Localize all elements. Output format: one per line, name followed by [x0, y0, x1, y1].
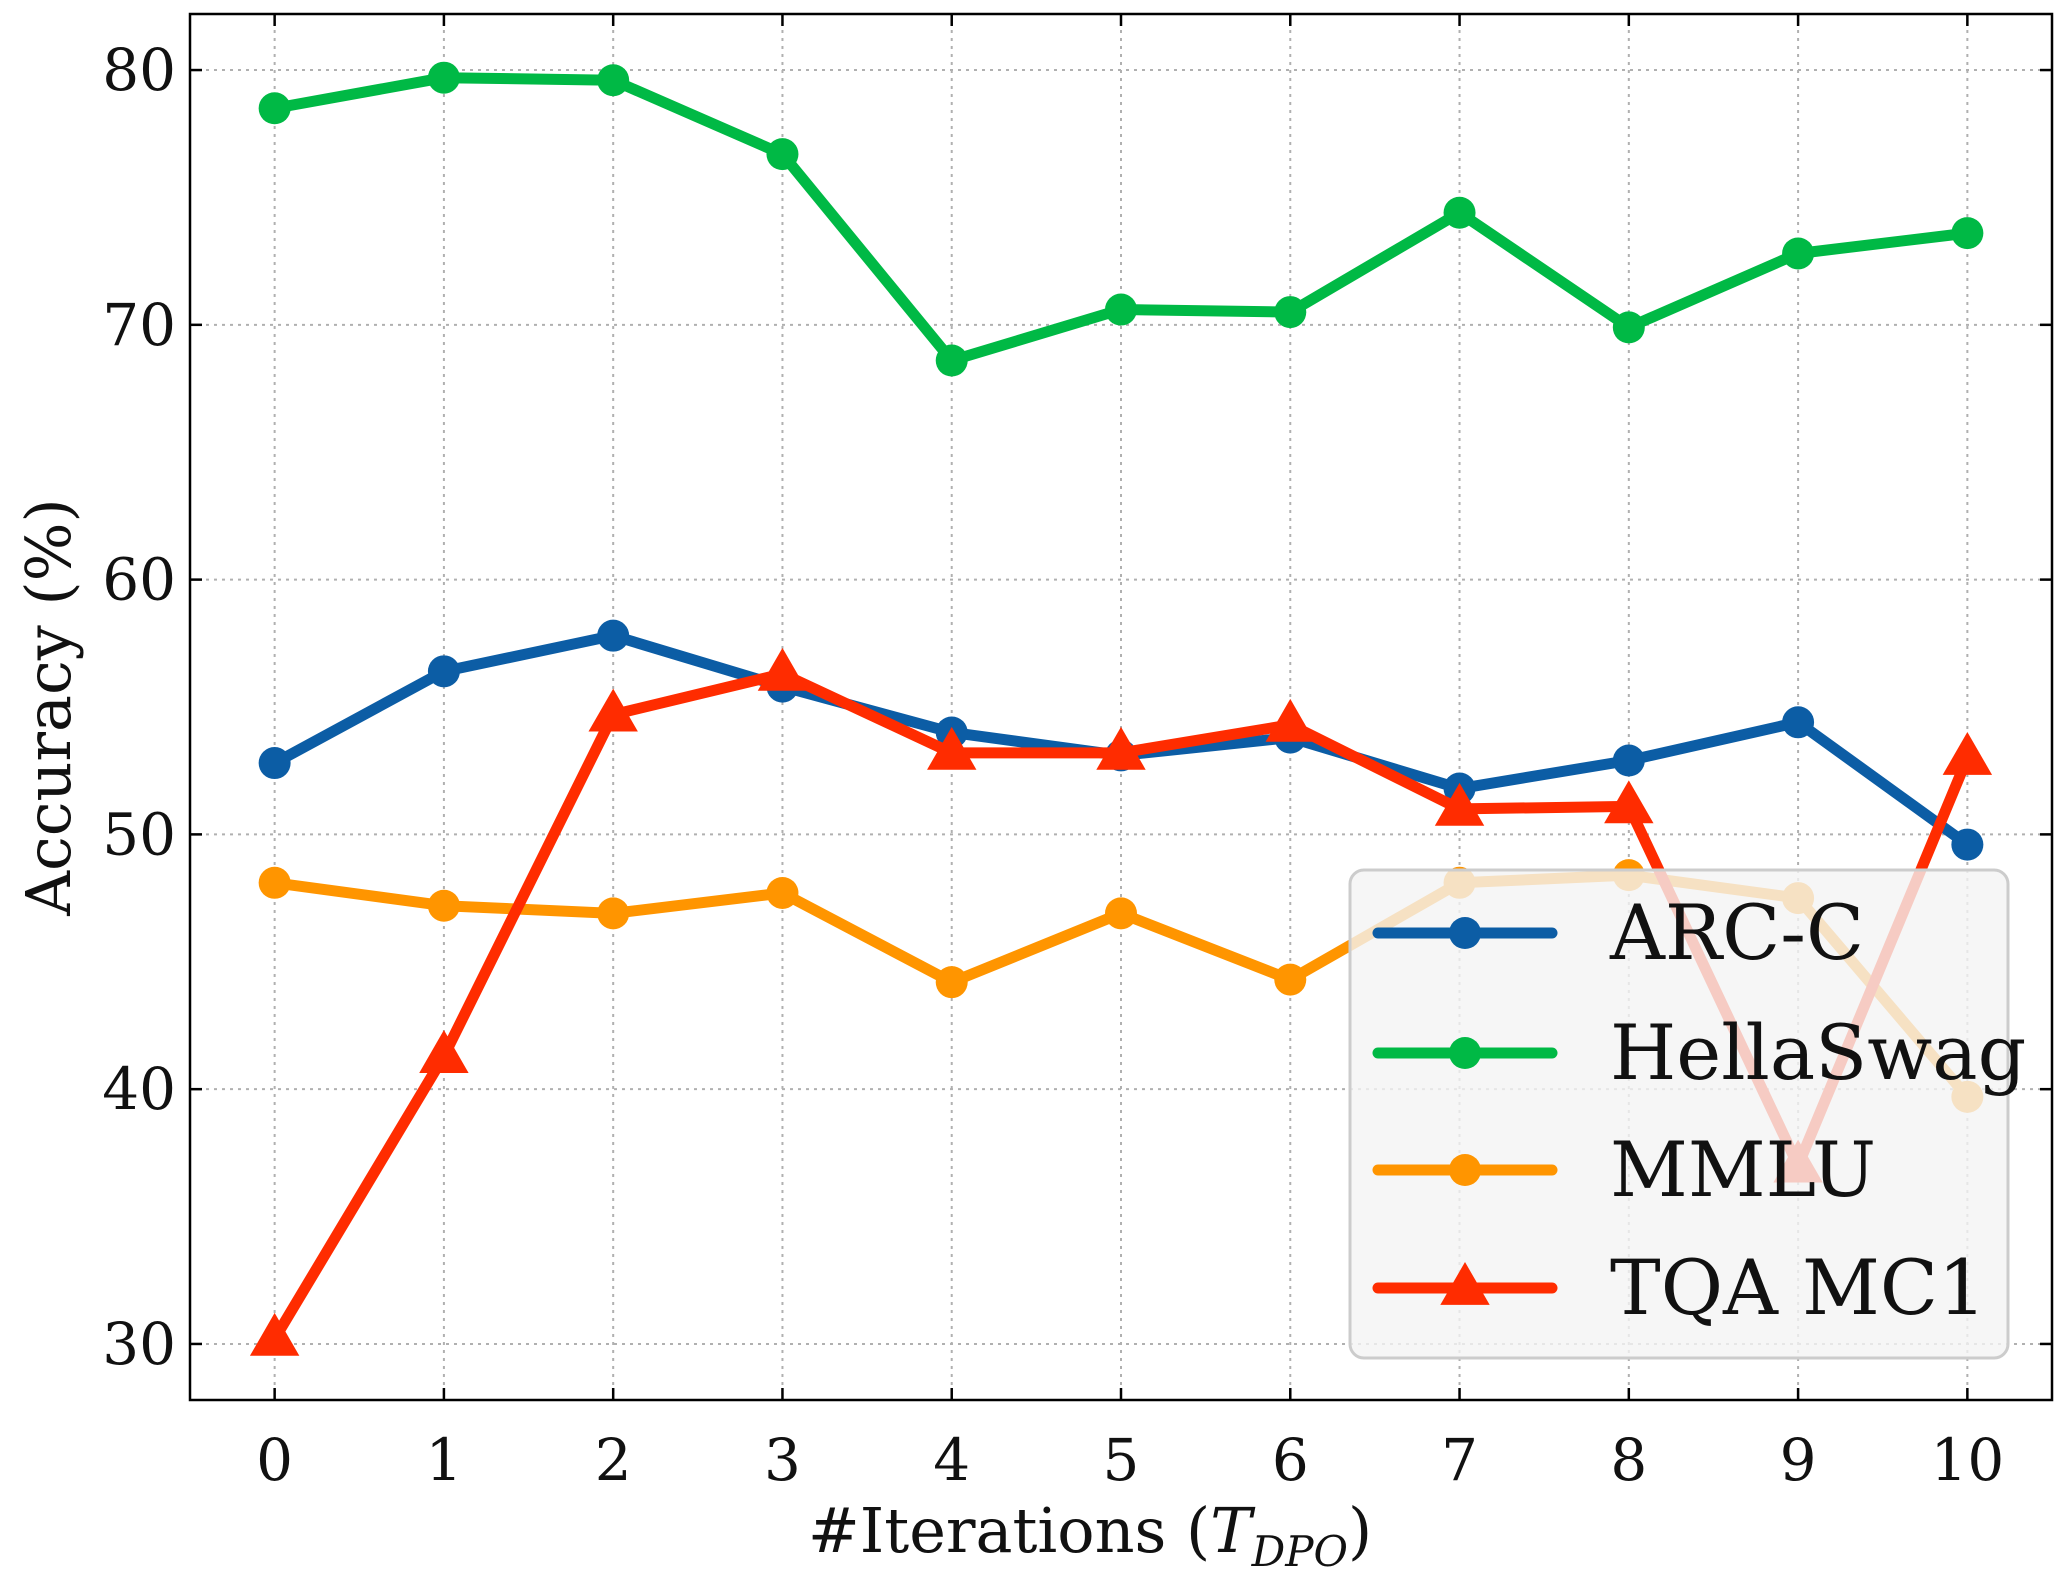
legend-marker [1440, 1262, 1490, 1305]
legend-entry-arc-c: ARC-C [1372, 888, 1864, 977]
y-tick-label: 50 [102, 800, 176, 868]
data-point [927, 726, 977, 770]
x-tick-label: 4 [933, 1426, 970, 1494]
x-axis-label-main: #Iterations ( [808, 1494, 1210, 1567]
legend-label: TQA MC1 [1610, 1243, 1986, 1332]
x-tick-label: 0 [256, 1426, 293, 1494]
x-axis-label-symbol: T [1210, 1494, 1256, 1567]
y-tick-label: 70 [102, 291, 176, 359]
data-point [1096, 726, 1146, 770]
data-point [757, 647, 808, 691]
legend-label: ARC-C [1609, 888, 1864, 977]
data-point [1274, 963, 1307, 996]
x-tick-label: 2 [595, 1426, 632, 1494]
data-point [1612, 744, 1645, 777]
x-tick-label: 10 [1930, 1426, 2004, 1494]
x-tick-label: 9 [1780, 1426, 1817, 1494]
y-axis-label: Accuracy (%) [12, 498, 85, 917]
data-point [1612, 311, 1645, 344]
data-point [935, 344, 968, 377]
data-point [1951, 217, 1984, 250]
data-point [588, 688, 638, 732]
y-tick-label: 60 [102, 546, 176, 614]
data-point [427, 655, 460, 688]
data-point [258, 866, 291, 899]
legend-label: HellaSwag [1610, 1008, 2026, 1097]
x-tick-label: 5 [1103, 1426, 1140, 1494]
data-point [258, 92, 291, 125]
data-point [1105, 897, 1137, 930]
data-point [1105, 293, 1137, 326]
y-tick-label: 40 [102, 1055, 176, 1123]
x-tick-label: 1 [425, 1426, 462, 1494]
legend-entry-mmlu: MMLU [1372, 1125, 1876, 1214]
data-point [766, 876, 799, 909]
y-tick-label: 80 [102, 36, 176, 104]
x-axis: 0 1 2 3 4 5 6 7 8 9 10 [256, 14, 2004, 1494]
legend-marker [1449, 1037, 1481, 1069]
x-tick-label: 7 [1441, 1426, 1478, 1494]
x-axis-label-close: ) [1348, 1494, 1372, 1567]
legend-label: MMLU [1610, 1125, 1876, 1214]
data-point [1265, 698, 1315, 742]
data-point [597, 64, 630, 97]
data-point [1951, 828, 1984, 861]
x-tick-label: 8 [1610, 1426, 1647, 1494]
data-point [427, 889, 460, 922]
data-point [1434, 782, 1485, 826]
data-point [1604, 780, 1654, 824]
x-tick-label: 6 [1272, 1426, 1309, 1494]
legend-entry-hellaswag: HellaSwag [1372, 1008, 2026, 1097]
y-axis: 30 40 50 60 70 80 [102, 36, 2052, 1378]
legend-box [1348, 868, 2010, 1360]
data-point [1443, 196, 1476, 229]
y-tick-label: 30 [102, 1310, 176, 1378]
data-point [427, 61, 460, 94]
legend-marker [1449, 917, 1481, 949]
legend-marker [1449, 1154, 1481, 1186]
data-point [597, 897, 630, 930]
data-point [766, 138, 799, 171]
series-hellaswag [258, 61, 1984, 377]
data-point [1942, 731, 1993, 775]
data-point [1782, 706, 1815, 739]
data-point [597, 619, 630, 652]
data-point [1782, 237, 1815, 270]
legend-entry-tqa-mc1: TQA MC1 [1372, 1243, 1986, 1332]
data-point [419, 1030, 469, 1073]
data-point [1274, 296, 1307, 329]
data-point [249, 1312, 300, 1356]
data-point [935, 966, 968, 999]
data-point [258, 747, 291, 780]
x-axis-label: #Iterations (TDPO) [808, 1494, 1372, 1576]
x-tick-label: 3 [764, 1426, 801, 1494]
x-axis-label-subscript: DPO [1251, 1527, 1348, 1576]
legend: ARC-C HellaSwag MMLU TQA MC1 [1348, 868, 2026, 1360]
